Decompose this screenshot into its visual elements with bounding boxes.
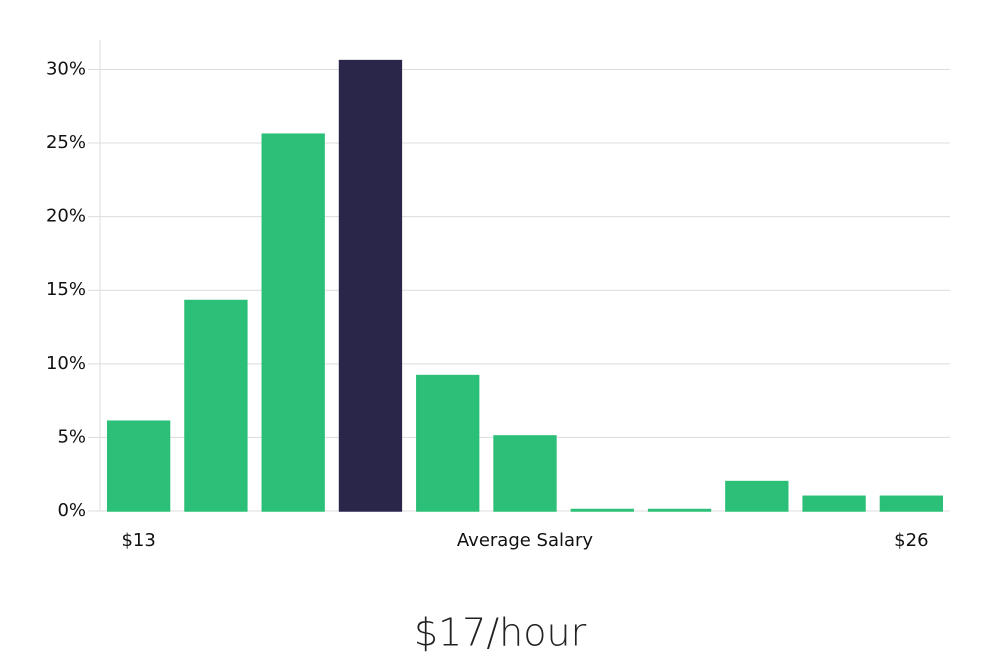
bar — [416, 374, 480, 512]
bar — [106, 420, 171, 512]
y-tick-label: 30% — [46, 58, 86, 79]
y-tick-label: 5% — [57, 426, 86, 447]
y-tick-label: 0% — [57, 500, 86, 521]
x-tick-label: $13 — [121, 530, 155, 551]
bar — [647, 508, 712, 512]
bar — [338, 59, 403, 512]
x-tick-label: $26 — [894, 530, 928, 551]
headline: $17/hour — [414, 611, 587, 655]
bar — [725, 480, 789, 512]
y-tick-label: 25% — [46, 132, 86, 153]
y-tick-label: 20% — [46, 206, 86, 227]
x-axis-label: Average Salary — [457, 530, 594, 551]
bar — [570, 508, 634, 512]
bar — [184, 299, 248, 512]
bar — [802, 495, 866, 512]
y-tick-label: 10% — [46, 353, 86, 374]
bar — [493, 435, 557, 512]
bar — [261, 133, 325, 512]
y-tick-label: 15% — [46, 279, 86, 300]
bar — [879, 495, 944, 512]
